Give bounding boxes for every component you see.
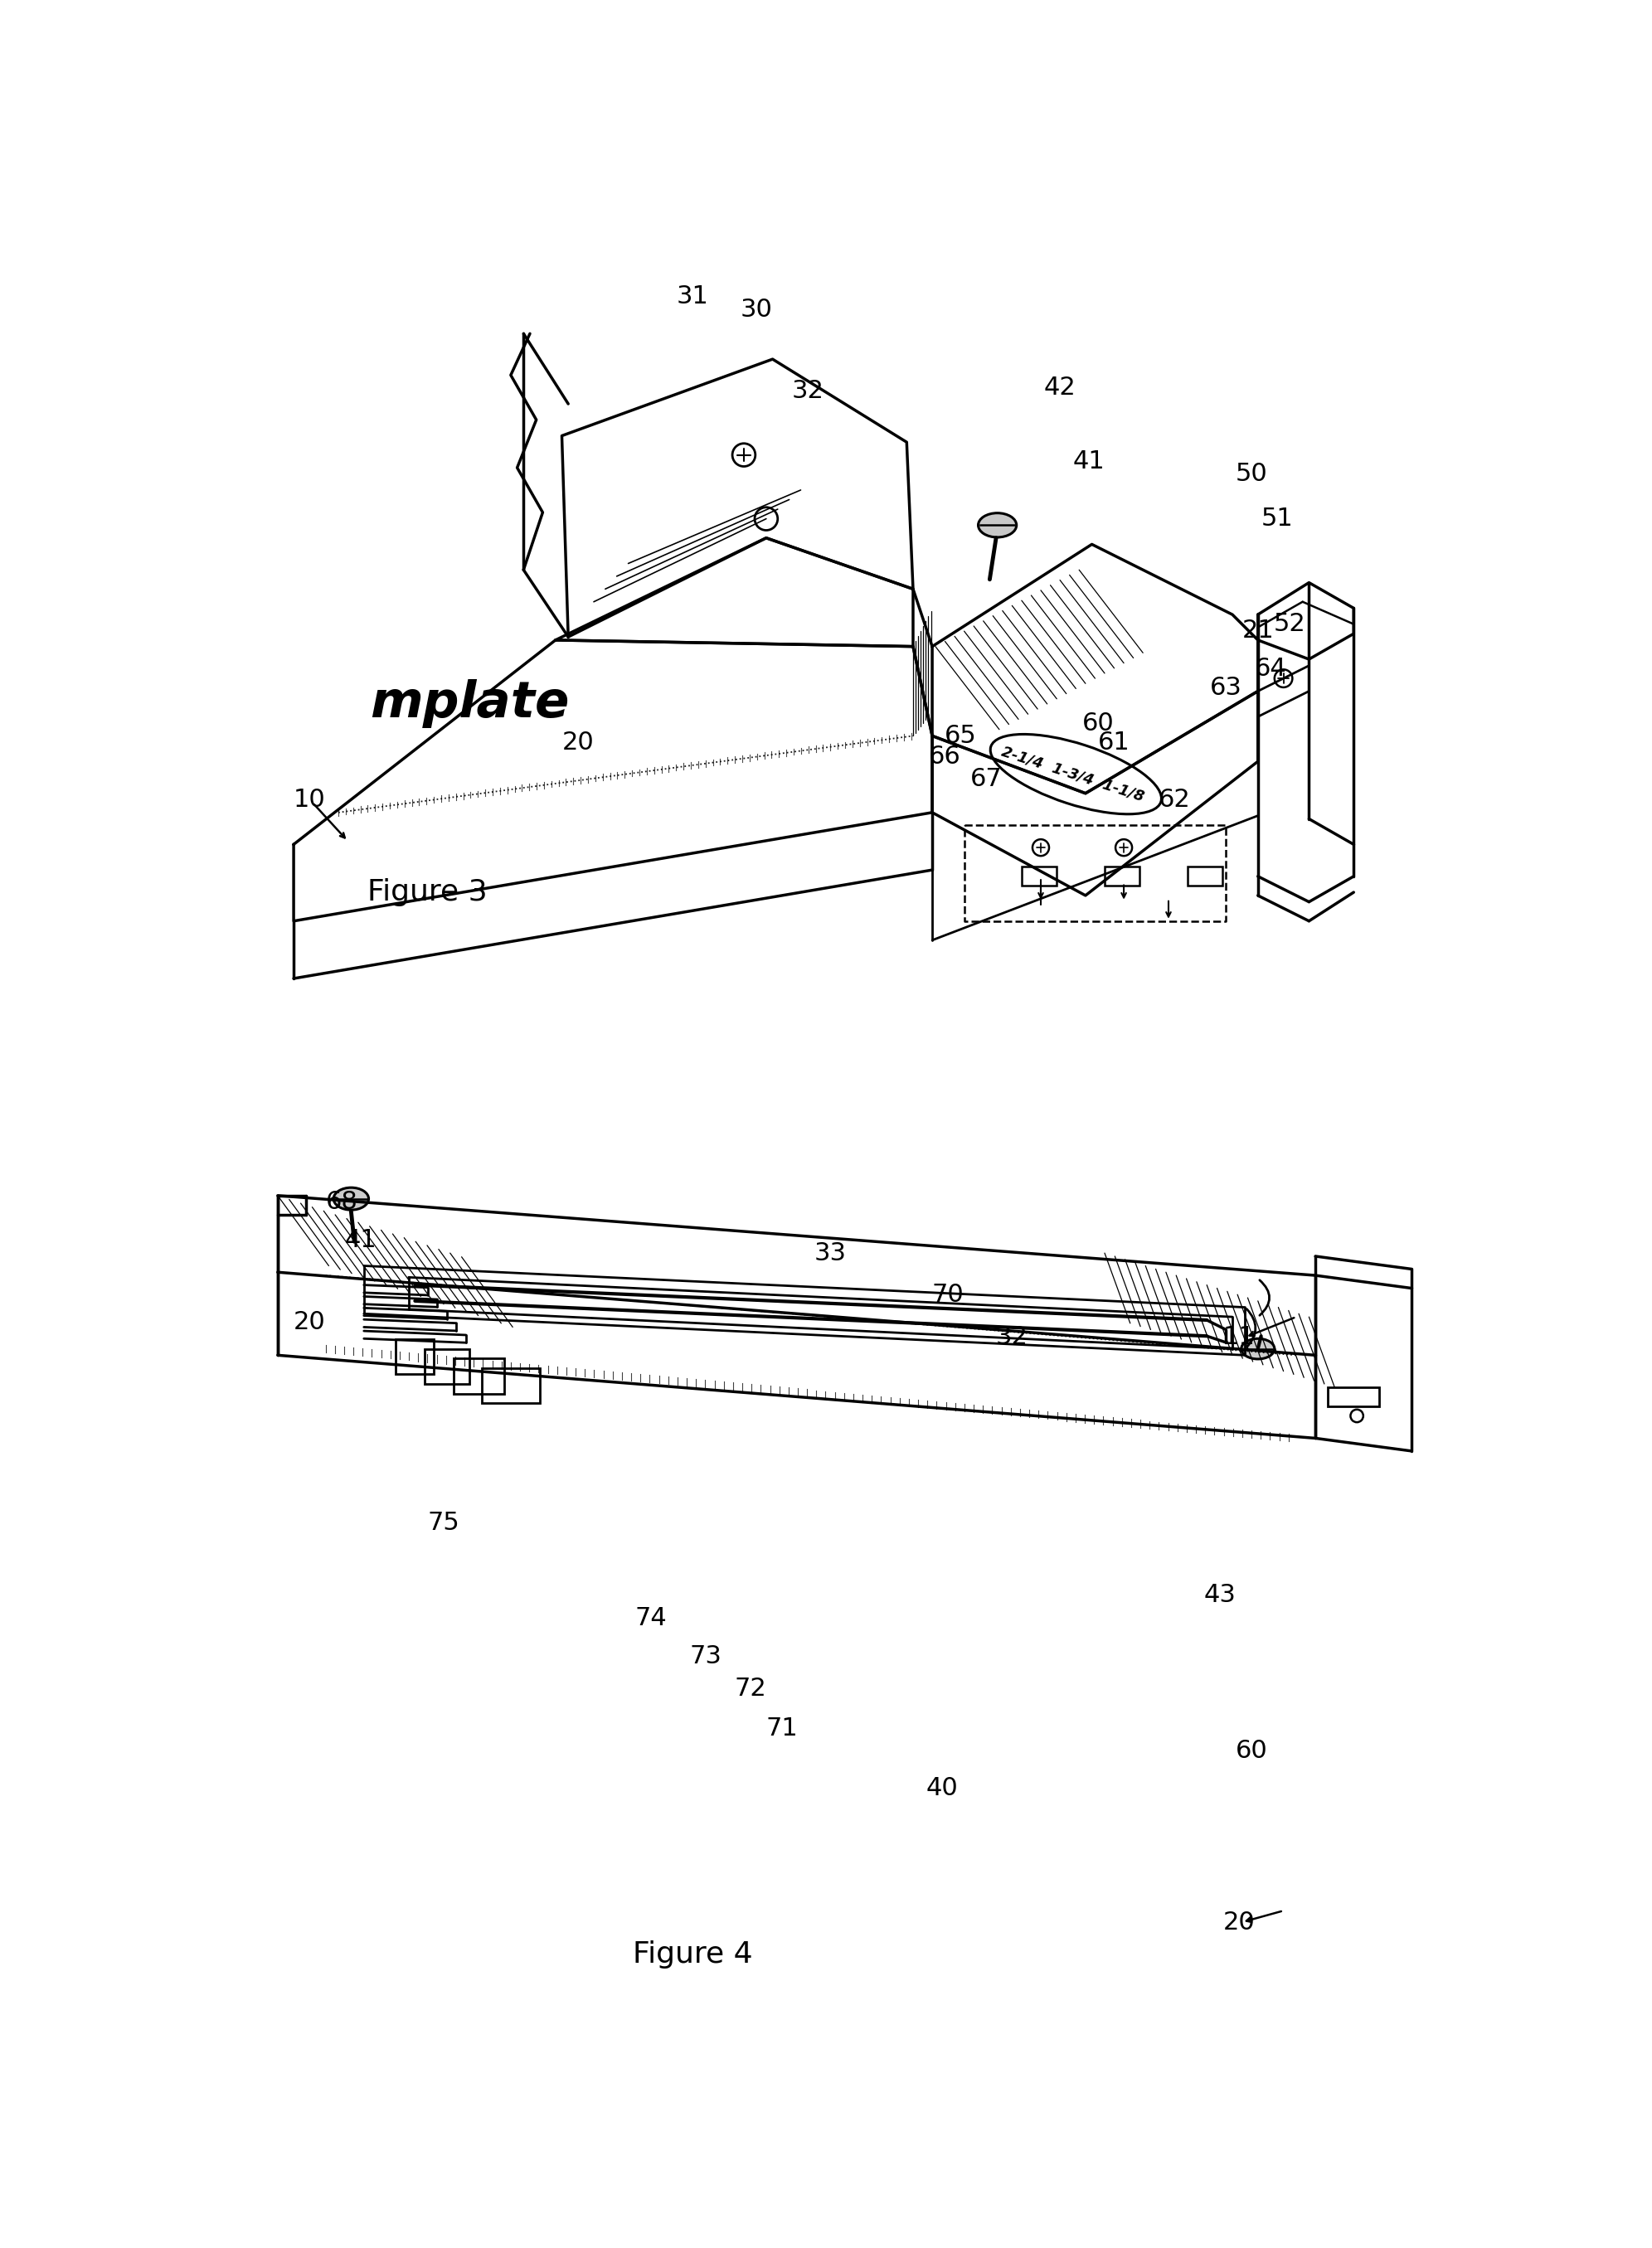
Text: 20: 20 [294, 1311, 325, 1333]
Ellipse shape [978, 513, 1016, 537]
Text: 50: 50 [1236, 463, 1267, 486]
Text: 61: 61 [1099, 731, 1130, 755]
Text: Figure 3: Figure 3 [368, 879, 487, 906]
Text: 63: 63 [1209, 677, 1242, 699]
Text: 20: 20 [1222, 1911, 1256, 1933]
Text: 2-1/4  1-3/4  1-1/8: 2-1/4 1-3/4 1-1/8 [999, 744, 1146, 805]
Bar [453, 1358, 504, 1394]
Text: 60: 60 [1236, 1740, 1267, 1762]
Text: 51: 51 [1260, 506, 1294, 531]
Text: Figure 4: Figure 4 [633, 1940, 753, 1969]
Text: 43: 43 [1203, 1583, 1236, 1607]
Bar [1021, 868, 1057, 886]
Text: 62: 62 [1158, 787, 1191, 812]
Bar [425, 1349, 469, 1385]
Text: 73: 73 [689, 1646, 722, 1668]
Text: 64: 64 [1254, 656, 1287, 681]
Text: 31: 31 [677, 285, 709, 308]
Text: 32: 32 [791, 380, 824, 402]
Text: 33: 33 [814, 1241, 846, 1266]
Text: mplate: mplate [370, 679, 570, 728]
Text: 42: 42 [1044, 375, 1075, 400]
Bar [1105, 868, 1140, 886]
Text: 52: 52 [1274, 611, 1305, 636]
Text: 72: 72 [733, 1677, 767, 1699]
Text: 70: 70 [932, 1284, 965, 1306]
Text: 60: 60 [1082, 710, 1115, 735]
Text: 68: 68 [325, 1189, 357, 1214]
Bar [1188, 868, 1222, 886]
Text: 41: 41 [345, 1227, 377, 1252]
Text: 75: 75 [428, 1511, 459, 1535]
Text: 11: 11 [1222, 1326, 1256, 1349]
Text: 71: 71 [767, 1717, 798, 1740]
Text: 66: 66 [928, 744, 961, 769]
Bar [396, 1340, 434, 1374]
Text: 10: 10 [294, 787, 325, 812]
Ellipse shape [1241, 1338, 1274, 1360]
Text: 74: 74 [634, 1607, 667, 1630]
Bar [482, 1369, 540, 1403]
Text: 40: 40 [925, 1776, 958, 1801]
Text: 65: 65 [945, 724, 976, 749]
Text: 67: 67 [970, 767, 1003, 791]
Ellipse shape [334, 1187, 368, 1209]
Text: 21: 21 [1242, 618, 1274, 643]
Text: 32: 32 [996, 1326, 1028, 1349]
Text: 41: 41 [1072, 450, 1105, 474]
Text: 30: 30 [740, 297, 773, 321]
Bar [1328, 1387, 1379, 1407]
Text: 20: 20 [562, 731, 593, 755]
